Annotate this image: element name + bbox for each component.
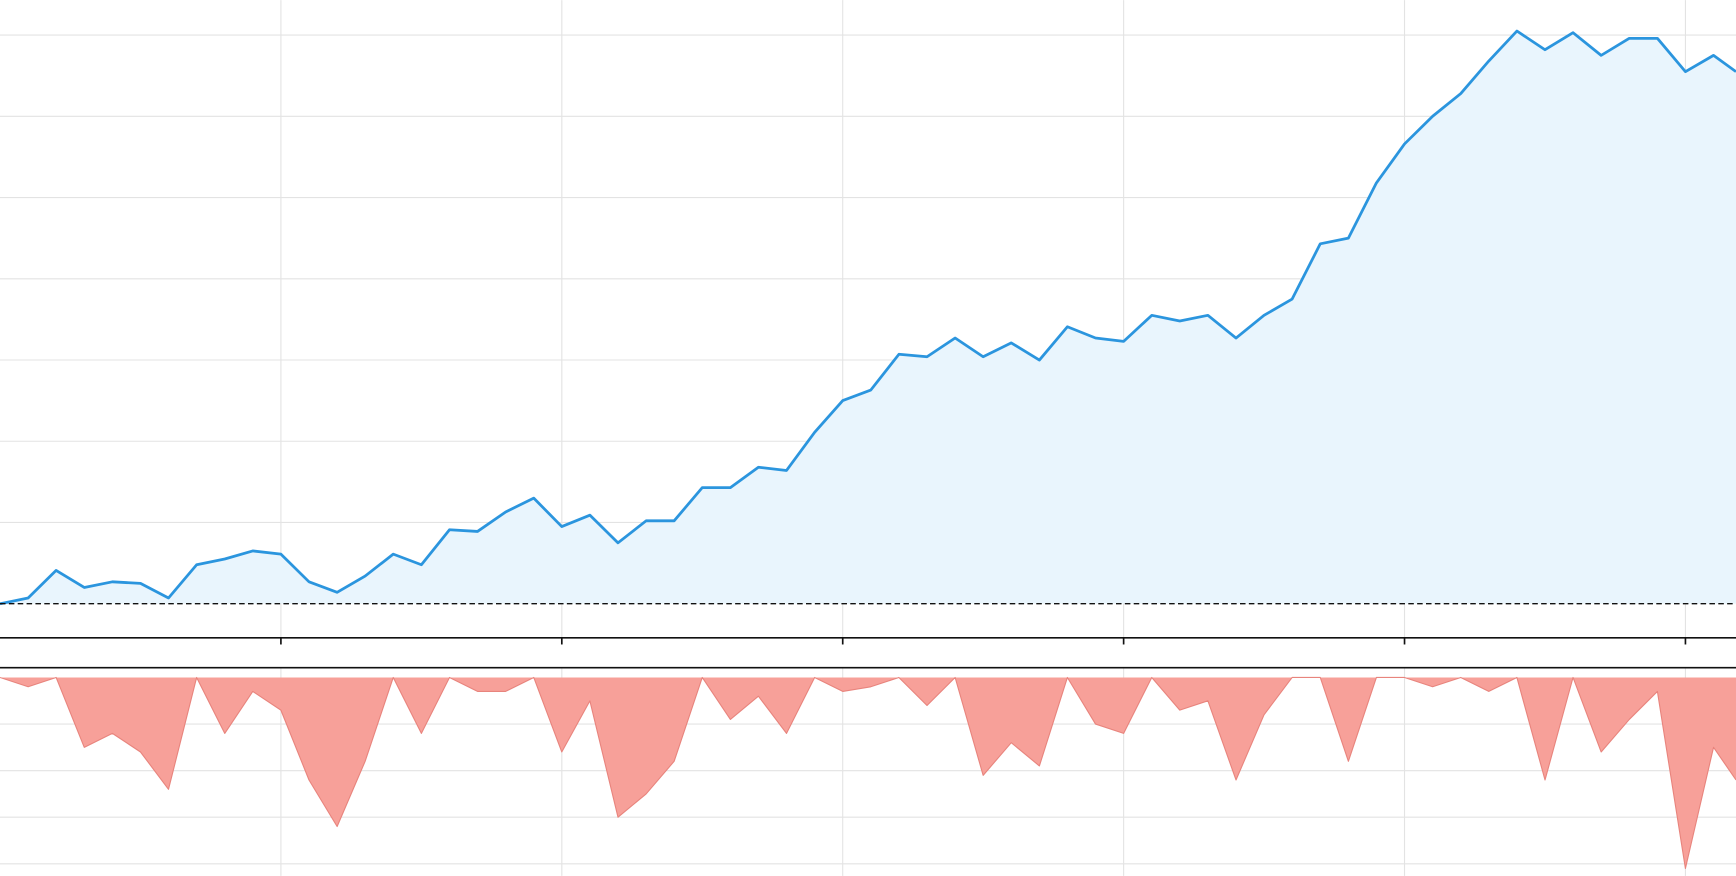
area-line <box>0 676 1736 870</box>
area-fill <box>0 677 1736 869</box>
area-fill <box>0 31 1736 604</box>
area-line <box>0 29 1736 606</box>
